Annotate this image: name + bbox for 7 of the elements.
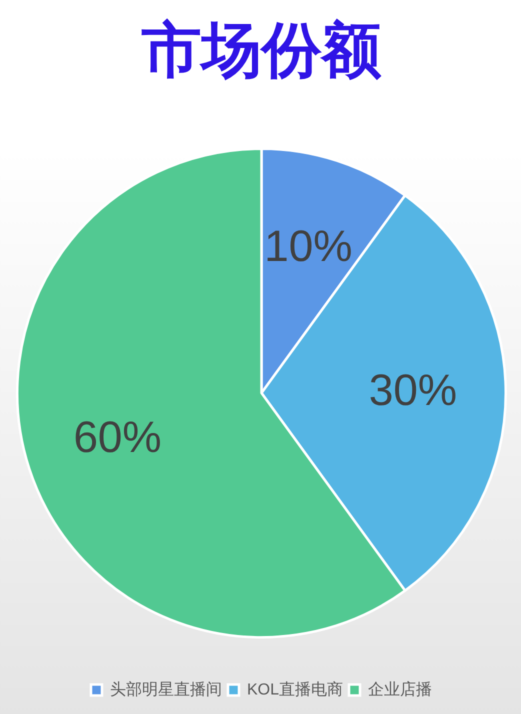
chart-title: 市场份额 (140, 16, 382, 84)
data-label: 30% (368, 366, 457, 416)
legend-label: KOL直播电商 (246, 680, 344, 698)
legend-label: 企业店播 (368, 680, 432, 698)
data-label: 60% (73, 412, 162, 462)
data-label: 10% (264, 222, 352, 272)
legend-label: 头部明星直播间 (110, 680, 222, 698)
